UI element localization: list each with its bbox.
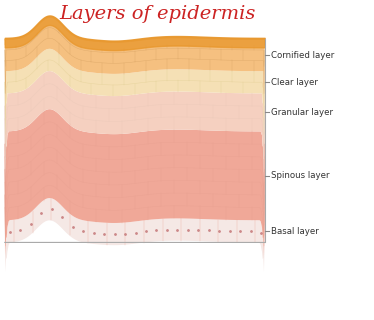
Polygon shape xyxy=(5,49,265,148)
Text: Layers of epidermis: Layers of epidermis xyxy=(59,4,255,23)
Polygon shape xyxy=(5,17,265,121)
Text: Spinous layer: Spinous layer xyxy=(272,171,330,180)
Text: Basal layer: Basal layer xyxy=(272,227,319,236)
Text: Granular layer: Granular layer xyxy=(272,108,333,117)
Text: Clear layer: Clear layer xyxy=(272,78,318,87)
Polygon shape xyxy=(5,198,265,272)
Polygon shape xyxy=(5,71,265,184)
Text: Cornified layer: Cornified layer xyxy=(272,51,335,60)
Polygon shape xyxy=(5,109,265,256)
